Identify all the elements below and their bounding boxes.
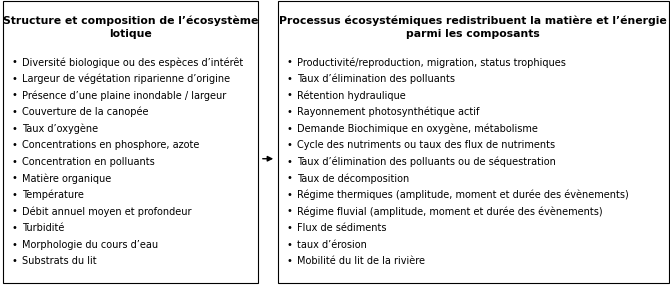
Text: taux d’érosion: taux d’érosion (297, 240, 366, 250)
Text: •: • (286, 190, 292, 200)
Text: •: • (11, 90, 17, 100)
Text: •: • (11, 74, 17, 84)
Text: •: • (11, 190, 17, 200)
Text: Taux d’élimination des polluants: Taux d’élimination des polluants (297, 74, 455, 84)
Text: Cycle des nutriments ou taux des flux de nutriments: Cycle des nutriments ou taux des flux de… (297, 140, 555, 150)
Text: Rétention hydraulique: Rétention hydraulique (297, 90, 405, 101)
Text: Matière organique: Matière organique (22, 173, 111, 184)
Text: Taux d’oxygène: Taux d’oxygène (22, 124, 98, 134)
Text: Débit annuel moyen et profondeur: Débit annuel moyen et profondeur (22, 206, 192, 217)
Text: •: • (11, 223, 17, 233)
Text: Concentration en polluants: Concentration en polluants (22, 157, 155, 167)
Text: •: • (11, 57, 17, 67)
Text: •: • (286, 223, 292, 233)
Text: Présence d’une plaine inondable / largeur: Présence d’une plaine inondable / largeu… (22, 90, 226, 101)
Text: Mobilité du lit de la rivière: Mobilité du lit de la rivière (297, 256, 425, 266)
Text: •: • (286, 90, 292, 100)
Text: Flux de sédiments: Flux de sédiments (297, 223, 387, 233)
Text: Morphologie du cours d’eau: Morphologie du cours d’eau (22, 240, 158, 250)
Text: •: • (286, 107, 292, 117)
Text: •: • (11, 124, 17, 134)
Text: Régime fluvial (amplitude, moment et durée des évènements): Régime fluvial (amplitude, moment et dur… (297, 206, 602, 217)
Text: Taux d’élimination des polluants ou de séquestration: Taux d’élimination des polluants ou de s… (297, 157, 555, 167)
Text: Structure et composition de l’écosystème
lotique: Structure et composition de l’écosystème… (3, 16, 259, 39)
Text: •: • (286, 157, 292, 167)
Text: •: • (11, 256, 17, 266)
Text: Diversité biologique ou des espèces d’intérêt: Diversité biologique ou des espèces d’in… (22, 57, 243, 68)
Text: Rayonnement photosynthétique actif: Rayonnement photosynthétique actif (297, 107, 479, 118)
Text: •: • (286, 173, 292, 183)
Text: Taux de décomposition: Taux de décomposition (297, 173, 409, 184)
Text: •: • (286, 206, 292, 217)
Text: •: • (11, 173, 17, 183)
Text: Largeur de végétation riparienne d’origine: Largeur de végétation riparienne d’origi… (22, 74, 230, 84)
Text: Substrats du lit: Substrats du lit (22, 256, 96, 266)
Bar (3, 1, 258, 283)
Text: •: • (286, 240, 292, 250)
Text: •: • (11, 157, 17, 167)
Bar (278, 1, 669, 283)
Text: Concentrations en phosphore, azote: Concentrations en phosphore, azote (22, 140, 200, 150)
Text: Productivité/reproduction, migration, status trophiques: Productivité/reproduction, migration, st… (297, 57, 565, 68)
Text: •: • (11, 240, 17, 250)
Text: •: • (11, 140, 17, 150)
Text: •: • (286, 74, 292, 84)
Text: •: • (11, 107, 17, 117)
Text: Processus écosystémiques redistribuent la matière et l’énergie
parmi les composa: Processus écosystémiques redistribuent l… (279, 16, 667, 39)
Text: Température: Température (22, 190, 84, 200)
Text: •: • (286, 124, 292, 134)
Text: Demande Biochimique en oxygène, métabolisme: Demande Biochimique en oxygène, métaboli… (297, 124, 538, 134)
Text: •: • (11, 206, 17, 217)
Text: Turbidité: Turbidité (22, 223, 64, 233)
Text: •: • (286, 57, 292, 67)
Text: Régime thermiques (amplitude, moment et durée des évènements): Régime thermiques (amplitude, moment et … (297, 190, 628, 200)
Text: •: • (286, 256, 292, 266)
Text: Couverture de la canopée: Couverture de la canopée (22, 107, 149, 118)
Text: •: • (286, 140, 292, 150)
